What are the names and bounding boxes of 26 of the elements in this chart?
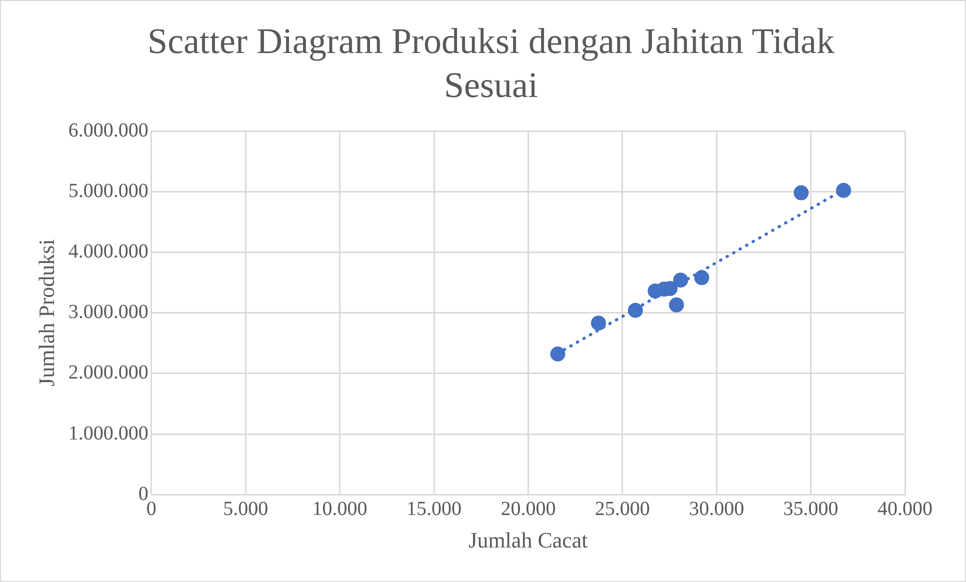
point [836, 182, 852, 198]
y-tick-label: 1.000.000 [68, 422, 148, 444]
x-tick-label: 30.000 [689, 498, 744, 520]
x-tick-label: 15.000 [406, 498, 462, 520]
y-tick-label: 2.000.000 [68, 362, 148, 384]
x-tick-label: 40.000 [878, 498, 932, 520]
point [550, 346, 566, 362]
x-tick-label: 5.000 [223, 498, 268, 520]
point [590, 316, 606, 331]
y-tick-label: 6.000.000 [68, 119, 148, 142]
y-tick-label: 5.000.000 [68, 180, 148, 202]
x-tick-label: 10.000 [312, 498, 368, 520]
y-tick-label: 3.000.000 [68, 301, 148, 324]
point [673, 272, 688, 288]
point [628, 302, 643, 318]
point [794, 185, 809, 200]
x-tick-label: 35.000 [783, 498, 838, 520]
y-axis-title: Jumlah Produksi [34, 239, 59, 386]
x-axis-title: Jumlah Cacat [468, 528, 588, 553]
x-tick-label: 25.000 [594, 498, 650, 520]
point [694, 270, 710, 286]
y-tick-label: 4.000.000 [68, 240, 148, 262]
chart-title: Scatter Diagram Produksi dengan Jahitan Tidak Sesuai [146, 20, 836, 107]
point [668, 297, 684, 312]
x-tick-label: 20.000 [500, 498, 556, 520]
y-tick-label: 0 [138, 482, 148, 505]
